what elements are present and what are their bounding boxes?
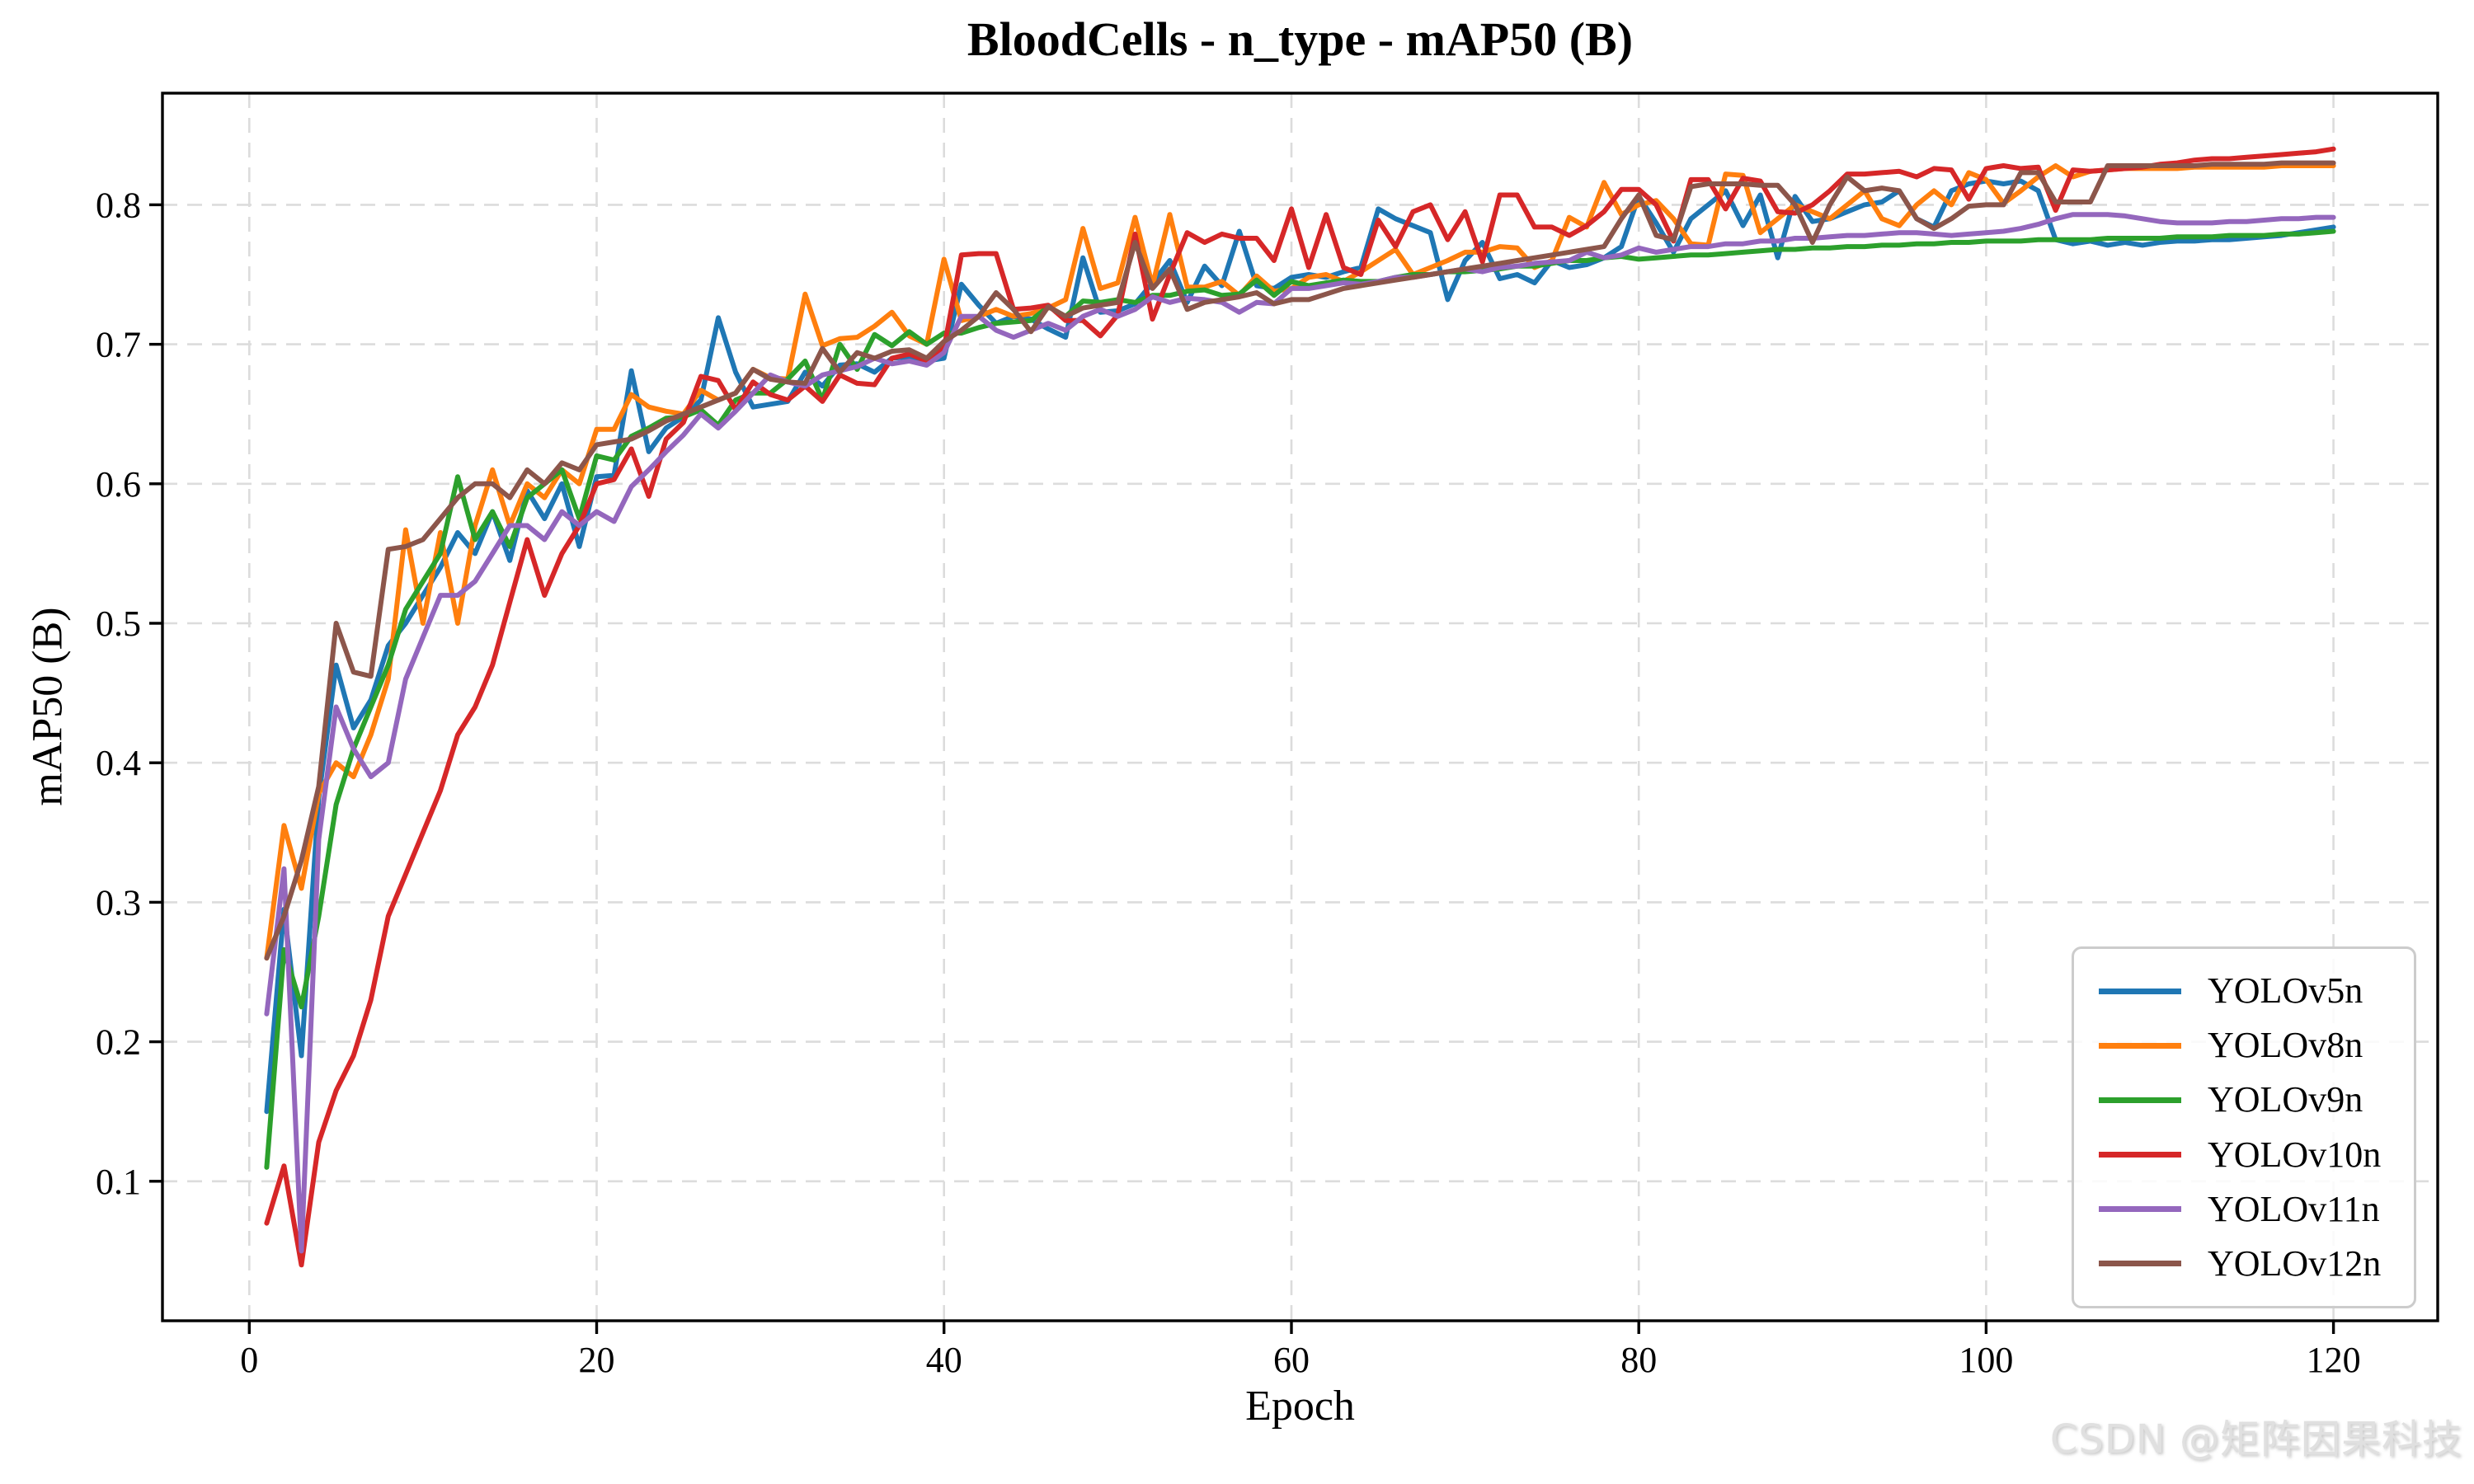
x-tick-label: 60 — [1273, 1340, 1310, 1380]
series-line-YOLOv12n — [264, 160, 2336, 961]
legend-swatch-YOLOv10n — [2099, 1152, 2181, 1158]
y-tick-label: 0.3 — [96, 882, 141, 923]
legend: YOLOv5n YOLOv8n YOLOv9n YOLOv10n YOLOv11n YOL… — [2072, 946, 2416, 1308]
y-tick-label: 0.8 — [96, 185, 141, 225]
legend-item: YOLOv10n — [2099, 1134, 2414, 1175]
x-tick-label: 80 — [1620, 1340, 1657, 1380]
y-tick-label: 0.1 — [96, 1162, 141, 1202]
series-line-YOLOv10n — [264, 146, 2336, 1268]
y-tick-label: 0.4 — [96, 743, 141, 783]
x-tick-label: 120 — [2307, 1340, 2361, 1380]
legend-item: YOLOv8n — [2099, 1027, 2414, 1064]
legend-swatch-YOLOv8n — [2099, 1042, 2181, 1049]
watermark: CSDN @矩阵因果科技 — [2049, 1416, 2462, 1463]
x-tick-label: 20 — [579, 1340, 615, 1380]
legend-label: YOLOv11n — [2208, 1188, 2380, 1229]
series-line-YOLOv5n — [264, 178, 2336, 1115]
y-tick-label: 0.7 — [96, 325, 141, 365]
legend-label: YOLOv10n — [2208, 1134, 2382, 1175]
x-axis-label: Epoch — [1245, 1383, 1355, 1430]
chart-title: BloodCells - n_type - mAP50 (B) — [967, 12, 1634, 66]
y-tick-label: 0.2 — [96, 1022, 141, 1063]
legend-label: YOLOv12n — [2208, 1242, 2382, 1284]
legend-swatch-YOLOv9n — [2099, 1097, 2181, 1103]
y-tick-label: 0.6 — [96, 464, 141, 505]
legend-item: YOLOv11n — [2099, 1188, 2414, 1229]
legend-swatch-YOLOv12n — [2099, 1261, 2181, 1267]
legend-item: YOLOv5n — [2099, 973, 2414, 1009]
legend-swatch-YOLOv11n — [2099, 1206, 2181, 1213]
x-tick-label: 40 — [926, 1340, 962, 1380]
legend-label: YOLOv8n — [2208, 1025, 2363, 1066]
legend-swatch-YOLOv5n — [2099, 988, 2181, 994]
legend-item: YOLOv12n — [2099, 1242, 2414, 1284]
legend-label: YOLOv9n — [2208, 1079, 2363, 1120]
series-line-YOLOv11n — [264, 212, 2336, 1254]
x-tick-label: 100 — [1959, 1340, 2013, 1380]
legend-label: YOLOv5n — [2208, 970, 2363, 1012]
series-line-YOLOv9n — [264, 228, 2336, 1170]
legend-item: YOLOv9n — [2099, 1082, 2414, 1118]
axes-frame — [161, 92, 2439, 1322]
x-tick-label: 0 — [240, 1340, 258, 1380]
y-tick-label: 0.5 — [96, 603, 141, 644]
